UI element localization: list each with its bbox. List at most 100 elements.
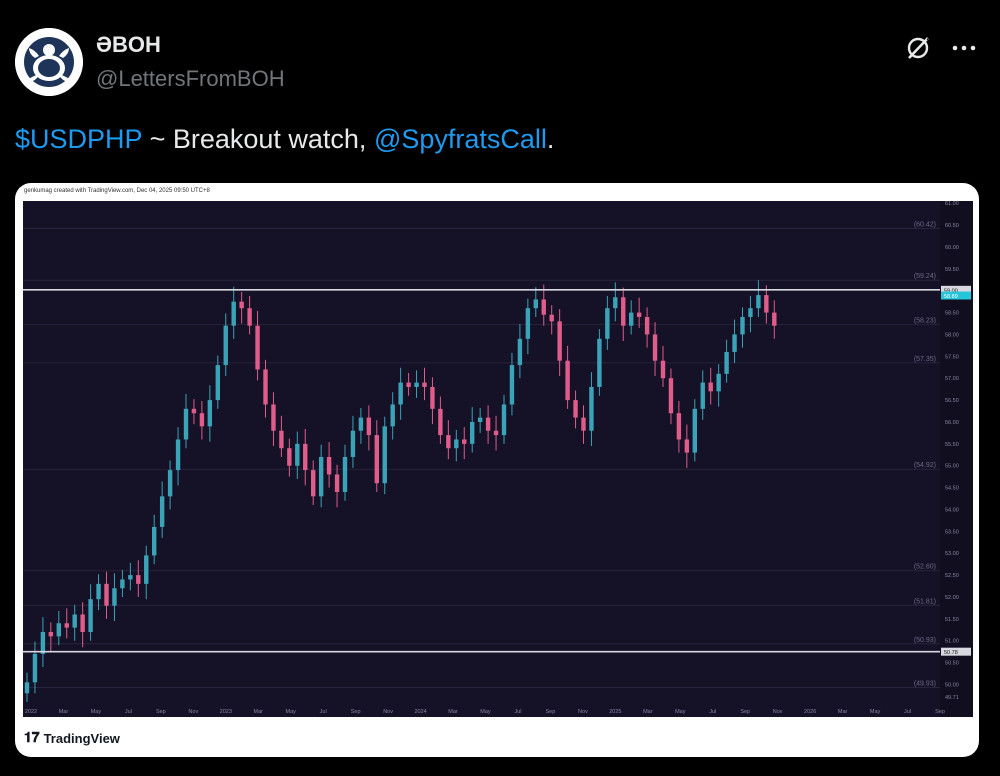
candle-body xyxy=(477,417,483,422)
x-tick-label: 2024 xyxy=(414,709,426,715)
y-tick-label: 57.00 xyxy=(945,376,959,382)
candle-body xyxy=(398,382,403,405)
candle-body xyxy=(120,579,125,589)
y-tick-label: 53.00 xyxy=(945,551,959,557)
media-card[interactable]: (60.42) (59.24) (58.23) (57.35) (54.92) (52.6… xyxy=(15,183,979,757)
candle-body xyxy=(414,382,419,387)
candle-body xyxy=(629,312,634,326)
candle-body xyxy=(462,439,467,444)
tradingview-brand: TradingView xyxy=(43,730,120,746)
candle-body xyxy=(454,439,459,449)
y-tick-label: 56.00 xyxy=(945,420,959,426)
x-tick-label: May xyxy=(286,709,297,715)
candle-body xyxy=(48,631,54,637)
candle-body xyxy=(764,295,769,313)
x-tick-label: Jul xyxy=(320,709,327,715)
x-tick-label: May xyxy=(480,709,491,715)
candle-body xyxy=(326,456,332,475)
candle-body xyxy=(334,474,340,492)
x-tick-label: May xyxy=(91,709,102,715)
candle-body xyxy=(382,426,387,484)
y-tick-label: 50.00 xyxy=(945,682,959,688)
fib-level-label: (49.93) xyxy=(914,681,936,688)
candle-body xyxy=(191,408,197,414)
post-text-end: . xyxy=(546,124,555,154)
fib-level-label: (51.81) xyxy=(914,598,936,605)
candle-body xyxy=(104,583,109,606)
grok-icon[interactable] xyxy=(902,32,934,64)
x-tick-label: Nov xyxy=(188,709,198,715)
candle-body xyxy=(406,382,411,387)
post-text: $USDPHP ~ Breakout watch, @SpyfratsCall. xyxy=(15,124,554,155)
candle-body xyxy=(684,439,690,453)
y-tick-label: 55.00 xyxy=(945,464,959,470)
chart-credit: genkumag created with TradingView.com, D… xyxy=(24,188,210,194)
candle-body xyxy=(199,413,205,427)
y-tick-label: 53.50 xyxy=(945,529,959,535)
candle-body xyxy=(287,448,292,466)
x-tick-label: May xyxy=(870,709,881,715)
candle-body xyxy=(565,360,570,401)
candle-body xyxy=(652,334,658,361)
candle-body xyxy=(597,338,602,387)
candle-body xyxy=(748,308,753,317)
candle-body xyxy=(621,297,626,326)
author-name[interactable]: ƏBOH xyxy=(96,32,161,57)
more-icon[interactable] xyxy=(948,32,980,64)
fib-level-label: (54.92) xyxy=(914,462,936,469)
candle-body xyxy=(128,575,133,580)
candle-body xyxy=(700,382,705,409)
candle-body xyxy=(636,312,642,317)
x-tick-label: Mar xyxy=(838,709,848,715)
y-tick-label: 59.50 xyxy=(945,267,959,273)
avatar[interactable] xyxy=(15,28,83,96)
candle-body xyxy=(271,404,276,431)
mention-link[interactable]: @SpyfratsCall xyxy=(373,124,547,154)
y-tick-label: 55.50 xyxy=(945,442,959,448)
x-tick-label: Jul xyxy=(709,709,716,715)
candle-body xyxy=(231,301,236,326)
candle-body xyxy=(708,382,713,392)
candle-body xyxy=(430,386,435,409)
candle-body xyxy=(358,417,364,431)
candle-body xyxy=(485,417,491,431)
candle-body xyxy=(88,599,93,632)
cashtag-link[interactable]: $USDPHP xyxy=(15,124,143,154)
candle-body xyxy=(263,369,268,405)
x-tick-label: Mar xyxy=(59,709,69,715)
candle-body xyxy=(175,439,181,471)
level-price-tag xyxy=(941,285,971,294)
turtle-logo-icon xyxy=(15,28,83,96)
candle-body xyxy=(724,351,729,374)
candle-body xyxy=(573,400,578,418)
y-tick-label: 61.00 xyxy=(945,201,959,207)
chart-background xyxy=(23,201,973,717)
x-tick-label: Sep xyxy=(156,709,166,715)
candle-body xyxy=(644,316,650,335)
candle-body xyxy=(446,435,451,449)
tradingview-logo-icon: 𝟏𝟕 xyxy=(24,730,40,746)
candle-body xyxy=(557,321,562,361)
candle-body xyxy=(501,404,507,436)
y-tick-label: 57.50 xyxy=(945,354,959,360)
author-handle[interactable]: @LettersFromBOH xyxy=(96,66,285,91)
candle-body xyxy=(716,373,721,392)
y-tick-label: 60.50 xyxy=(945,223,959,229)
x-tick-label: Jul xyxy=(514,709,521,715)
x-tick-label: 2023 xyxy=(220,709,232,715)
candle-body xyxy=(72,614,77,628)
candle-body xyxy=(366,417,372,436)
x-tick-label: Nov xyxy=(383,709,393,715)
candle-body xyxy=(350,430,356,457)
candle-body xyxy=(144,555,149,584)
candle-body xyxy=(247,308,252,326)
candle-body xyxy=(311,470,316,497)
candle-body xyxy=(183,408,189,440)
candle-body xyxy=(255,325,260,370)
fib-level-label: (60.42) xyxy=(914,222,936,229)
candle-body xyxy=(732,334,737,352)
level-price-label: 50.78 xyxy=(944,650,958,656)
candle-body xyxy=(533,299,538,309)
x-tick-label: Sep xyxy=(351,709,361,715)
candle-body xyxy=(541,299,546,315)
